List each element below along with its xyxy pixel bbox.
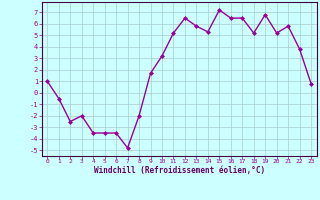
X-axis label: Windchill (Refroidissement éolien,°C): Windchill (Refroidissement éolien,°C) (94, 166, 265, 175)
